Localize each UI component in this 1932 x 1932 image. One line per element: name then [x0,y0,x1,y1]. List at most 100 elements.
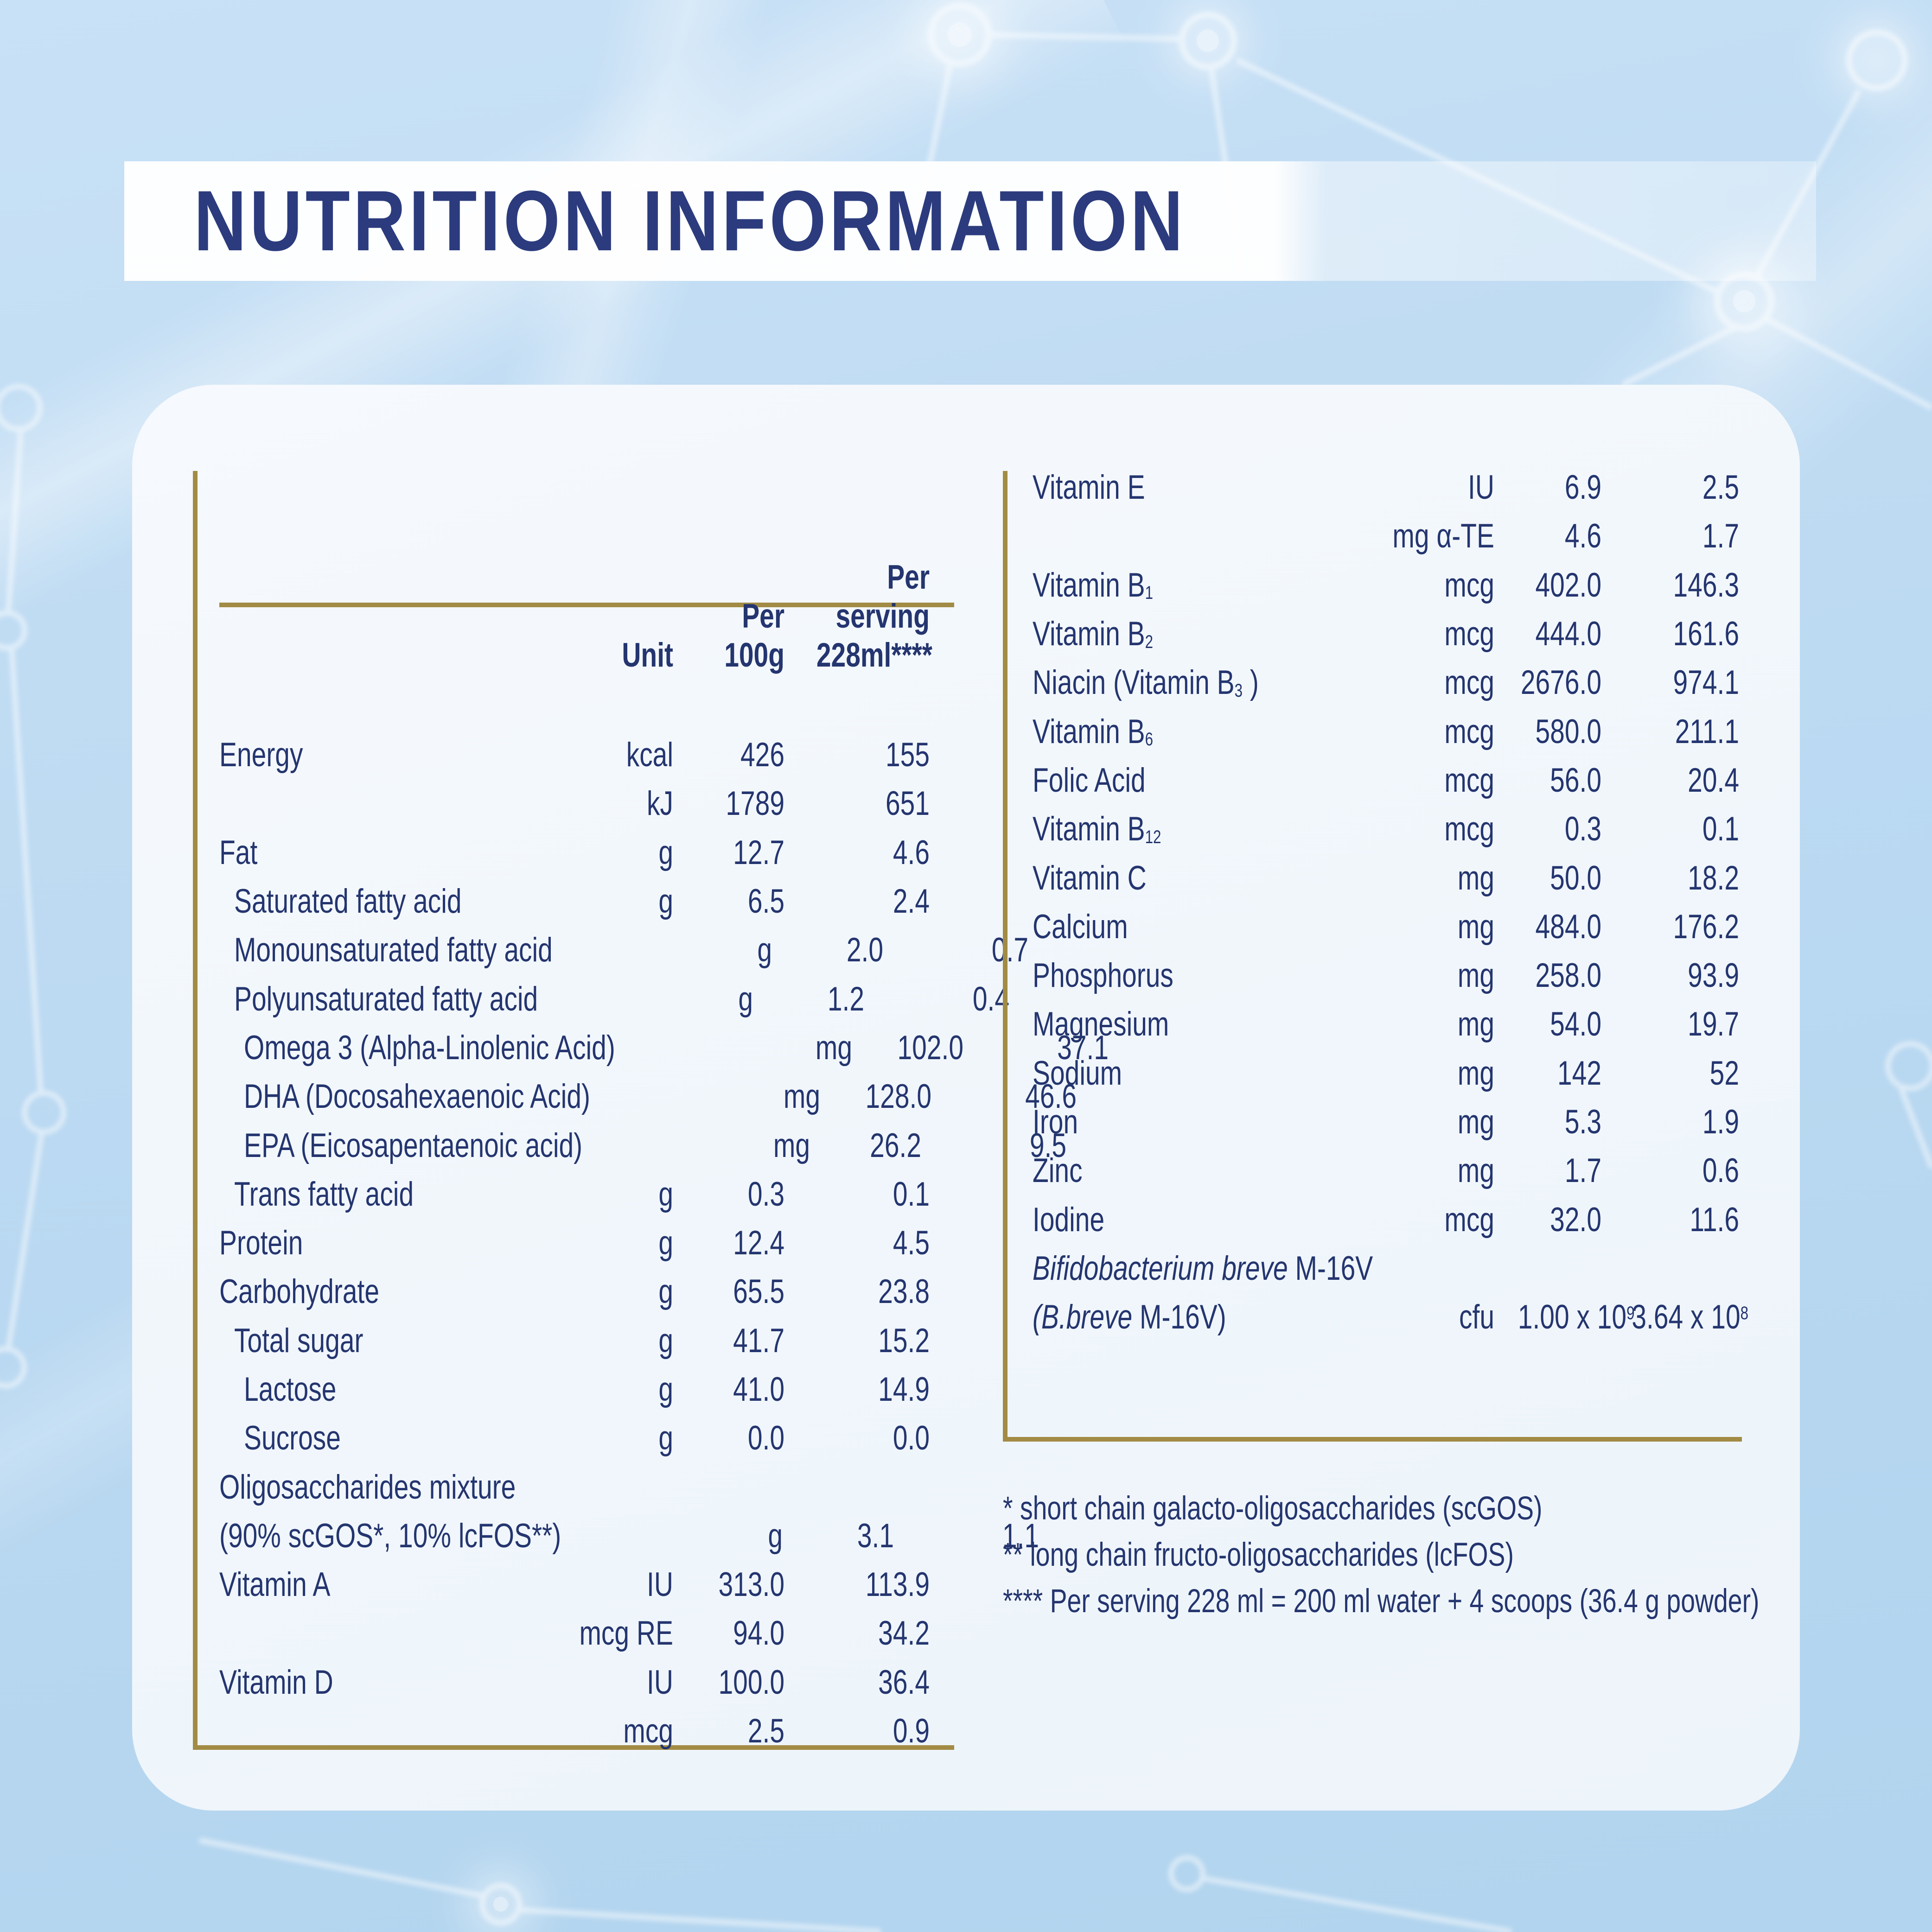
per-100g-value: 0.3 [747,1175,784,1213]
unit-cell: g [658,1175,673,1213]
per-100g-value: 1.00 x 109 [1518,1298,1635,1336]
unit-cell: mcg [1444,664,1494,702]
per-serving-value: 46.6 [1025,1078,1077,1116]
nutrient-label: Vitamin C [1033,859,1147,897]
per-100g-value: 6.5 [747,883,784,921]
unit-cell: mg [1457,859,1494,897]
table-row: Lactose g 41.0 14.9 [219,1365,930,1414]
nutrient-label: Zinc [1033,1152,1083,1190]
per-serving-value: 37.1 [1057,1029,1109,1067]
unit-cell: g [658,1273,673,1311]
column-header-unit: Unit [622,636,673,674]
table-row: Oligosaccharides mixture [219,1462,930,1511]
per-serving-value: 113.9 [865,1566,930,1604]
per-100g-value: 258.0 [1535,957,1601,995]
table-row: Trans fatty acid g 0.3 0.1 [219,1170,930,1219]
unit-cell: mg [1457,1103,1494,1141]
per-serving-value: 146.3 [1673,566,1739,604]
unit-cell: g [658,1419,673,1457]
table-row: Zinc mg 1.7 0.6 [1033,1146,1739,1195]
per-100g-value: 484.0 [1535,908,1601,946]
per-serving-value: 36.4 [878,1663,930,1701]
unit-cell: g [658,833,673,871]
nutrient-label: Protein [219,1224,303,1262]
per-100g-value: 50.0 [1550,859,1601,897]
table-row: Protein g 12.4 4.5 [219,1219,930,1267]
unit-cell: g [738,980,753,1018]
unit-cell: mg [1457,1005,1494,1043]
nutrient-label: Total sugar [234,1322,363,1360]
nutrient-label: Carbohydrate [219,1273,380,1311]
per-serving-value: 0.1 [893,1175,930,1213]
gold-rule-bottom [193,1745,954,1750]
gold-rule-vertical [193,471,198,1750]
unit-cell: mcg RE [579,1614,673,1652]
table-row: Vitamin D IU 100.0 36.4 [219,1658,930,1707]
footnote-scgos: * short chain galacto-oligosaccharides (… [1003,1490,1543,1527]
gold-rule-vertical [1003,471,1007,1442]
unit-cell: IU [647,1663,673,1701]
per-serving-value: 9.5 [1029,1126,1067,1164]
per-100g-value: 65.5 [733,1273,784,1311]
table-row: Carbohydrate g 65.5 23.8 [219,1267,930,1316]
nutrient-label: Vitamin D [219,1663,333,1701]
table-row: Vitamin E IU 6.9 2.5 [1033,463,1739,512]
unit-cell: mg α-TE [1392,517,1494,555]
per-100g-value: 580.0 [1535,712,1601,750]
per-serving-value: 15.2 [878,1322,930,1360]
per-100g-value: 54.0 [1550,1005,1601,1043]
nutrient-label: Oligosaccharides mixture [219,1468,516,1506]
nutrient-label: Lactose [244,1371,337,1408]
nutrient-label: Trans fatty acid [234,1175,414,1213]
table-row: Sucrose g 0.0 0.0 [219,1414,930,1462]
per-100g-value: 26.2 [870,1126,922,1164]
page-title: NUTRITION INFORMATION [194,173,1186,269]
per-100g-value: 94.0 [733,1614,784,1652]
nutrient-label: Omega 3 (Alpha-Linolenic Acid) [244,1029,615,1067]
per-serving-value: 11.6 [1690,1201,1739,1239]
nutrient-label: Energy [219,736,303,774]
per-serving-value: 176.2 [1673,908,1739,946]
table-row: Total sugar g 41.7 15.2 [219,1316,930,1365]
per-100g-value: 41.7 [733,1322,784,1360]
unit-cell: mg [1457,1152,1494,1190]
unit-cell: mg [773,1126,810,1164]
per-100g-value: 100.0 [718,1663,784,1701]
per-serving-value: 0.4 [972,980,1009,1018]
unit-cell: g [757,931,772,969]
nutrition-table-right: Vitamin E IU 6.9 2.5 mg α-TE 4.6 1.7 Vitamin B1… [1003,469,1748,1442]
gold-rule-header [219,603,954,607]
per-serving-value: 20.4 [1688,761,1739,799]
nutrient-label: DHA (Docosahexaenoic Acid) [244,1078,590,1116]
unit-cell: IU [1468,469,1494,507]
unit-cell: cfu [1459,1298,1494,1336]
per-100g-value: 2.5 [747,1712,784,1750]
nutrient-label: Vitamin A [219,1566,331,1604]
per-100g-value: 102.0 [897,1029,963,1067]
table-row: (B.breve M-16V) cfu 1.00 x 109 3.64 x 108 [1033,1293,1748,1341]
per-serving-value: 0.1 [1702,810,1739,848]
gold-rule-bottom [1003,1437,1742,1442]
table-row: mcg 2.5 0.9 [219,1707,930,1755]
per-100g-value: 1.2 [827,980,864,1018]
per-100g-value: 5.3 [1564,1103,1601,1141]
nutrient-label: (90% scGOS*, 10% lcFOS**) [219,1517,561,1555]
table-row: (90% scGOS*, 10% lcFOS**) g 3.1 1.1 [219,1512,1039,1560]
table-row: Calcium mg 484.0 176.2 [1033,902,1739,951]
nutrient-label: Phosphorus [1033,957,1173,995]
nutrient-label: Magnesium [1033,1005,1169,1043]
per-serving-value: 18.2 [1688,859,1739,897]
nutrient-label: Iodine [1033,1201,1105,1239]
per-100g-value: 6.9 [1564,469,1601,507]
per-100g-value: 12.4 [733,1224,784,1262]
unit-cell: mcg [1444,615,1494,653]
per-100g-value: 12.7 [733,833,784,871]
table-row: Iron mg 5.3 1.9 [1033,1098,1739,1146]
unit-cell: kcal [626,736,673,774]
nutrient-label: EPA (Eicosapentaenoic acid) [244,1126,583,1164]
table-row: Monounsaturated fatty acid g 2.0 0.7 [219,926,1028,974]
per-serving-value: 974.1 [1673,664,1739,702]
table-row: Sodium mg 142 52 [1033,1049,1739,1098]
nutrition-table-left: Unit Per 100g Per serving 228ml**** Ener… [193,471,1109,1750]
